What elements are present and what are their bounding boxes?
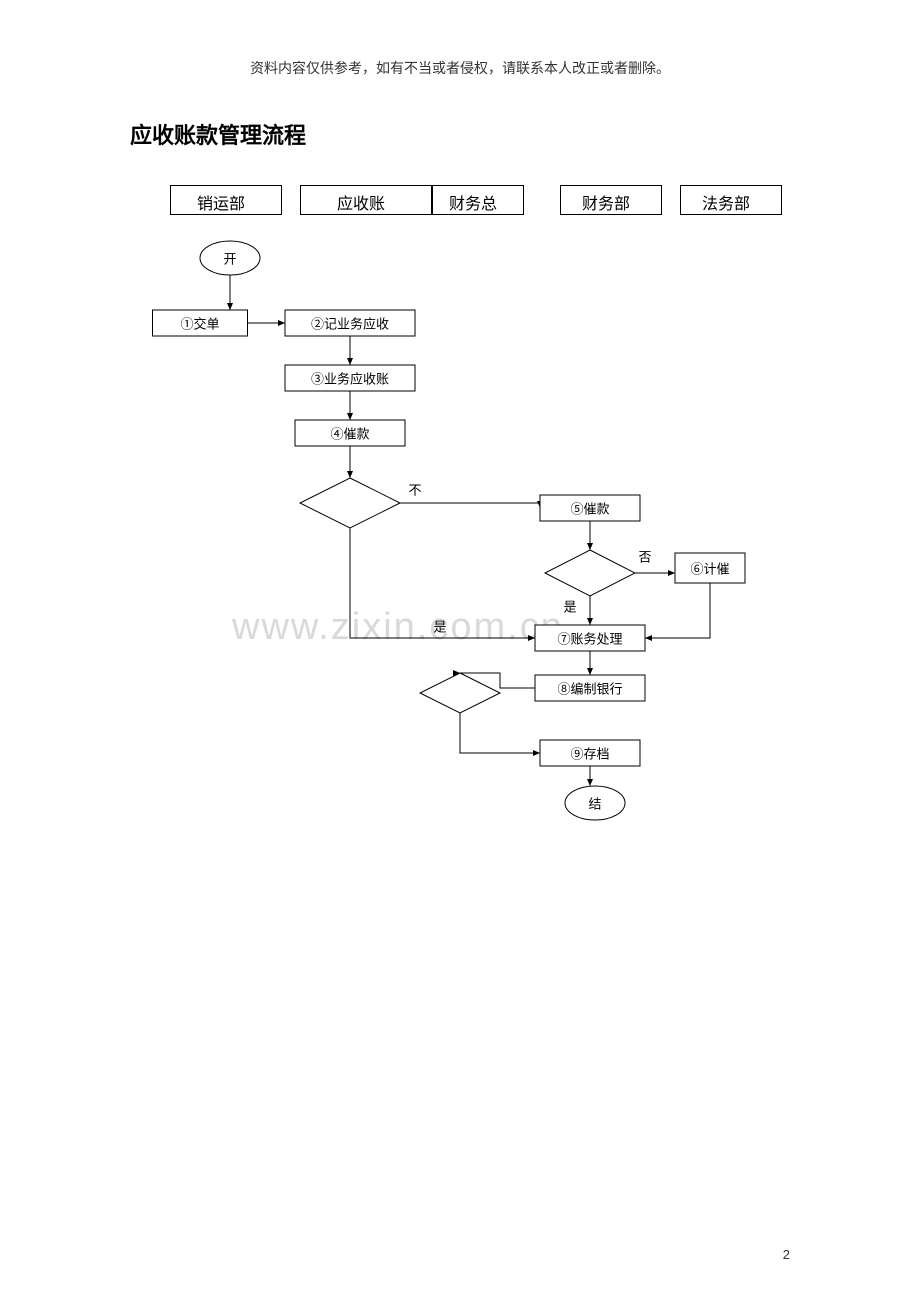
swimlane-label: 法务部	[702, 190, 750, 214]
document-page: 资料内容仅供参考，如有不当或者侵权，请联系本人改正或者删除。 应收账款管理流程 …	[0, 0, 920, 1302]
flow-node-label: ①交单	[180, 316, 219, 331]
flow-node-label: ③业务应收账	[311, 371, 389, 386]
flow-node-label: ⑤催款	[570, 501, 609, 516]
flow-node-label: ⑨存档	[570, 746, 609, 761]
flow-node-label: 结	[588, 796, 601, 811]
header-disclaimer: 资料内容仅供参考，如有不当或者侵权，请联系本人改正或者删除。	[0, 58, 920, 78]
edge-label: 是	[433, 619, 446, 634]
flow-node-d3	[420, 673, 500, 713]
edge-label: 是	[563, 599, 576, 614]
swimlane-label: 销运部	[197, 190, 245, 214]
flow-node-d1	[300, 478, 400, 528]
flow-node-label: ⑧编制银行	[557, 681, 622, 696]
swimlane-label: 应收账	[337, 190, 385, 214]
swimlane-label: 财务总	[449, 190, 497, 214]
flow-edge	[645, 583, 710, 638]
page-number: 2	[783, 1247, 790, 1262]
flow-node-label: ⑦账务处理	[557, 631, 622, 646]
flow-edge	[460, 713, 540, 753]
flow-node-label: 开	[223, 251, 236, 266]
swimlane-label: 财务部	[582, 190, 630, 214]
edge-label: 否	[638, 549, 651, 564]
flow-node-label: ④催款	[330, 426, 369, 441]
flow-edge	[400, 503, 540, 508]
flowchart-canvas: 不否是是开①交单②记业务应收③业务应收账④催款⑤催款⑥计催⑦账务处理⑧编制银行⑨…	[140, 213, 780, 853]
flow-node-label: ⑥计催	[690, 561, 729, 576]
page-title: 应收账款管理流程	[130, 118, 306, 150]
flow-node-d2	[545, 550, 635, 596]
flow-node-label: ②记业务应收	[311, 316, 389, 331]
edge-label: 不	[408, 482, 421, 497]
